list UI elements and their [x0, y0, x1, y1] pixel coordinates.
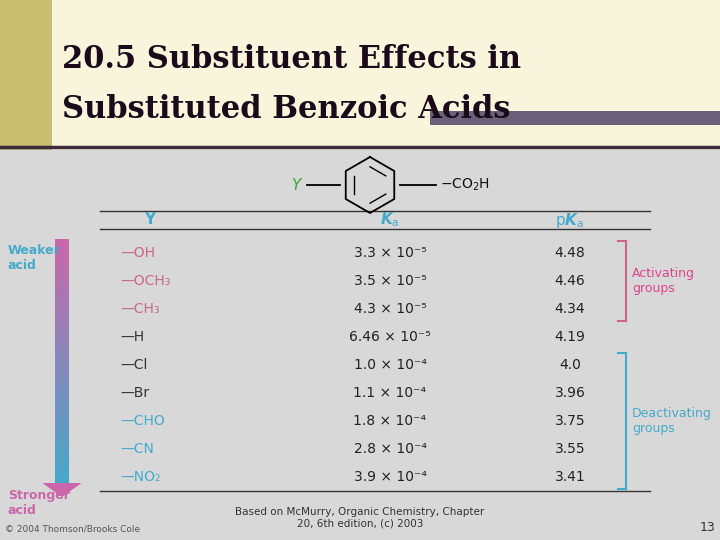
Text: 4.48: 4.48 [554, 246, 585, 260]
FancyBboxPatch shape [55, 412, 69, 417]
FancyBboxPatch shape [55, 333, 69, 338]
FancyBboxPatch shape [55, 427, 69, 433]
FancyBboxPatch shape [55, 273, 69, 279]
Text: —NO₂: —NO₂ [120, 470, 161, 484]
Text: 1.8 × 10⁻⁴: 1.8 × 10⁻⁴ [354, 414, 426, 428]
FancyBboxPatch shape [55, 328, 69, 333]
Text: Stronger
acid: Stronger acid [8, 489, 70, 517]
FancyBboxPatch shape [55, 239, 69, 244]
Text: © 2004 Thomson/Brooks Cole: © 2004 Thomson/Brooks Cole [5, 525, 140, 534]
FancyBboxPatch shape [55, 264, 69, 269]
FancyBboxPatch shape [55, 387, 69, 393]
FancyBboxPatch shape [55, 353, 69, 358]
FancyBboxPatch shape [55, 258, 69, 264]
FancyBboxPatch shape [55, 382, 69, 388]
FancyBboxPatch shape [55, 422, 69, 428]
Text: Weaker
acid: Weaker acid [8, 244, 60, 272]
FancyBboxPatch shape [55, 397, 69, 403]
FancyBboxPatch shape [55, 248, 69, 254]
FancyBboxPatch shape [55, 308, 69, 313]
FancyBboxPatch shape [0, 150, 720, 540]
Text: —H: —H [120, 330, 144, 344]
FancyBboxPatch shape [55, 471, 69, 477]
Text: —Br: —Br [120, 386, 149, 400]
Text: 4.19: 4.19 [554, 330, 585, 344]
FancyBboxPatch shape [55, 283, 69, 288]
Text: 3.9 × 10⁻⁴: 3.9 × 10⁻⁴ [354, 470, 426, 484]
FancyBboxPatch shape [55, 477, 69, 482]
Text: 4.34: 4.34 [554, 302, 585, 316]
FancyBboxPatch shape [0, 0, 720, 150]
Text: —CN: —CN [120, 442, 154, 456]
Text: p$\bfit{K}_\mathrm{a}$: p$\bfit{K}_\mathrm{a}$ [555, 211, 585, 229]
Text: 4.0: 4.0 [559, 358, 581, 372]
FancyBboxPatch shape [55, 482, 69, 487]
FancyBboxPatch shape [55, 357, 69, 363]
Text: —OCH₃: —OCH₃ [120, 274, 171, 288]
FancyBboxPatch shape [55, 323, 69, 328]
FancyBboxPatch shape [430, 111, 720, 125]
FancyBboxPatch shape [55, 278, 69, 284]
FancyBboxPatch shape [55, 244, 69, 249]
FancyBboxPatch shape [55, 348, 69, 353]
Text: 1.1 × 10⁻⁴: 1.1 × 10⁻⁴ [354, 386, 426, 400]
FancyBboxPatch shape [55, 377, 69, 383]
Text: Deactivating
groups: Deactivating groups [632, 407, 712, 435]
Text: 3.55: 3.55 [554, 442, 585, 456]
Text: 3.75: 3.75 [554, 414, 585, 428]
FancyBboxPatch shape [55, 303, 69, 308]
FancyBboxPatch shape [55, 373, 69, 378]
FancyBboxPatch shape [55, 417, 69, 422]
Text: —CH₃: —CH₃ [120, 302, 160, 316]
FancyBboxPatch shape [55, 253, 69, 259]
FancyBboxPatch shape [55, 457, 69, 462]
Text: 1.0 × 10⁻⁴: 1.0 × 10⁻⁴ [354, 358, 426, 372]
FancyBboxPatch shape [55, 467, 69, 472]
Text: 2.8 × 10⁻⁴: 2.8 × 10⁻⁴ [354, 442, 426, 456]
FancyBboxPatch shape [55, 402, 69, 408]
FancyBboxPatch shape [55, 338, 69, 343]
Text: —CHO: —CHO [120, 414, 165, 428]
Text: 3.96: 3.96 [554, 386, 585, 400]
Text: 4.3 × 10⁻⁵: 4.3 × 10⁻⁵ [354, 302, 426, 316]
Text: —OH: —OH [120, 246, 155, 260]
FancyBboxPatch shape [55, 432, 69, 437]
Text: Based on McMurry, Organic Chemistry, Chapter
20, 6th edition, (c) 2003: Based on McMurry, Organic Chemistry, Cha… [235, 507, 485, 529]
FancyBboxPatch shape [55, 447, 69, 453]
FancyBboxPatch shape [55, 452, 69, 457]
Text: 13: 13 [699, 521, 715, 534]
Text: $-$CO$_2$H: $-$CO$_2$H [440, 177, 490, 193]
FancyBboxPatch shape [55, 288, 69, 294]
Text: 3.41: 3.41 [554, 470, 585, 484]
Text: Y: Y [145, 213, 156, 227]
FancyBboxPatch shape [55, 313, 69, 319]
Text: $\bfit{K}_\mathrm{a}$: $\bfit{K}_\mathrm{a}$ [380, 211, 400, 229]
FancyBboxPatch shape [55, 362, 69, 368]
Text: 4.46: 4.46 [554, 274, 585, 288]
Text: Substituted Benzoic Acids: Substituted Benzoic Acids [62, 94, 510, 125]
Text: 6.46 × 10⁻⁵: 6.46 × 10⁻⁵ [349, 330, 431, 344]
FancyBboxPatch shape [0, 0, 52, 150]
Text: —Cl: —Cl [120, 358, 148, 372]
FancyBboxPatch shape [55, 268, 69, 274]
FancyBboxPatch shape [55, 407, 69, 413]
FancyBboxPatch shape [55, 437, 69, 442]
FancyBboxPatch shape [55, 392, 69, 398]
Text: Y: Y [291, 178, 300, 192]
FancyBboxPatch shape [55, 293, 69, 299]
Text: 20.5 Substituent Effects in: 20.5 Substituent Effects in [62, 44, 521, 76]
Text: 3.3 × 10⁻⁵: 3.3 × 10⁻⁵ [354, 246, 426, 260]
Text: Activating
groups: Activating groups [632, 267, 695, 295]
FancyBboxPatch shape [55, 343, 69, 348]
Text: 3.5 × 10⁻⁵: 3.5 × 10⁻⁵ [354, 274, 426, 288]
Polygon shape [42, 483, 81, 497]
FancyBboxPatch shape [55, 298, 69, 303]
FancyBboxPatch shape [55, 442, 69, 447]
FancyBboxPatch shape [55, 318, 69, 323]
FancyBboxPatch shape [55, 462, 69, 467]
FancyBboxPatch shape [55, 367, 69, 373]
